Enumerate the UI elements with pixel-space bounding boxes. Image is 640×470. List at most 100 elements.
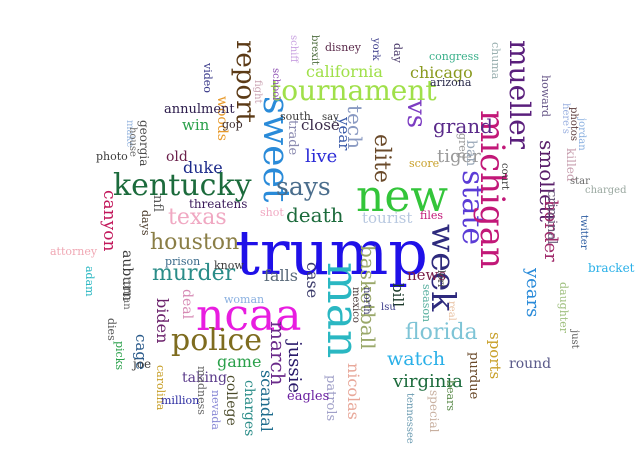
word-just: just [569, 330, 580, 349]
word-mexico: mexico [350, 287, 361, 323]
word-tournament: tournament [270, 74, 437, 107]
word-know: know [214, 259, 244, 272]
word-bears: bears [444, 380, 457, 412]
word-case: case [303, 262, 322, 299]
word-falls: falls [264, 266, 298, 285]
word-score: score [409, 157, 440, 170]
word-trump: trump [235, 216, 428, 289]
word-special: special [427, 390, 441, 433]
word-murder: murder [152, 261, 236, 286]
word-florida: florida [405, 320, 478, 345]
word-brexit: brexit [309, 35, 320, 65]
word-charges: charges [241, 380, 257, 437]
word-trade: trade [285, 120, 300, 156]
word-court: court [499, 163, 510, 190]
word-georgia: georgia [137, 120, 151, 167]
word-watch: watch [387, 348, 446, 370]
word-california: california [306, 62, 383, 81]
word-nicolas: nicolas [344, 363, 363, 420]
word-roman: roman [121, 277, 132, 310]
word-photo: photo [96, 150, 128, 163]
word-dies: dies [105, 318, 118, 341]
word-shot: shot [260, 206, 284, 219]
word-news: news [407, 266, 447, 284]
word-kentucky: kentucky [113, 168, 252, 203]
word-win: win [182, 116, 210, 134]
word-daughter: daughter [557, 282, 570, 333]
word-fight: fight [252, 80, 263, 104]
word-joe: joe [133, 357, 152, 371]
word-close: close [301, 116, 340, 134]
word-deal: deal [179, 289, 195, 320]
word-virginia: virginia [393, 371, 463, 392]
word-texas: texas [168, 205, 227, 230]
word-elite: elite [369, 134, 394, 183]
word-tourist: tourist [362, 209, 413, 227]
word-duke: duke [183, 158, 223, 177]
word-days: days [139, 210, 152, 236]
word-vs: vs [401, 100, 431, 129]
word-biden: biden [153, 298, 172, 344]
word-video: video [201, 63, 214, 93]
word-season: season [420, 284, 433, 323]
word-charged: charged [585, 185, 627, 196]
word-twitter: twitter [578, 215, 589, 250]
word-real: real [446, 301, 457, 321]
word-photos: photos [568, 107, 579, 142]
word-congress: congress [429, 50, 479, 63]
word-scandal: scandal [257, 370, 276, 432]
word-greg: greg [456, 133, 469, 159]
word-million: million [161, 394, 200, 407]
word-purdue: purdue [466, 352, 481, 400]
word-woman: woman [224, 293, 265, 306]
word-nfl: nfl [150, 195, 165, 213]
word-chuma: chuma [489, 42, 502, 80]
word-college: college [223, 375, 239, 426]
word-police: police [171, 323, 263, 358]
word-eagles: eagles [287, 389, 330, 404]
word-disney: disney [325, 41, 362, 54]
word-taking: taking [182, 370, 227, 386]
word-game: game [217, 352, 262, 371]
word-sports: sports [486, 332, 504, 380]
word-canyon: canyon [99, 190, 119, 252]
word-says: says [276, 172, 331, 201]
word-lsu: lsu [381, 302, 396, 313]
word-north: north [361, 287, 372, 315]
word-criminal: criminal [544, 190, 559, 245]
word-picks: picks [113, 341, 126, 371]
word-prison: prison [165, 255, 201, 268]
word-south: south [280, 110, 311, 123]
word-round: round [509, 356, 552, 372]
word-mueller: mueller [503, 40, 536, 150]
word-arizona: arizona [430, 76, 472, 89]
word-say: say [322, 112, 339, 123]
word-howard: howard [539, 75, 552, 117]
word-attorney: attorney [50, 245, 98, 258]
word-madness: madness [195, 366, 208, 415]
word-chicago: chicago [410, 63, 473, 82]
word-star: star [570, 176, 590, 187]
word-files: files [420, 209, 444, 222]
word-day: day [391, 43, 404, 63]
word-schiff: schiff [288, 35, 299, 63]
word-annulment: annulment [164, 102, 235, 117]
word-grand: grand [433, 114, 493, 138]
word-york: york [370, 38, 381, 61]
word-old: old [166, 149, 188, 165]
word-bracket: bracket [588, 261, 635, 275]
word-threatens: threatens [189, 197, 248, 211]
word-ncaa: ncaa [196, 290, 302, 341]
word-adam: adam [83, 266, 96, 297]
word-nevada: nevada [209, 390, 222, 430]
word-school: school [270, 68, 281, 101]
word-house: house [127, 127, 138, 157]
word-death: death [286, 203, 344, 227]
word-tiger: tiger [437, 146, 481, 167]
word-gop: gop [222, 118, 243, 131]
word-live: live [305, 146, 338, 167]
word-years: years [522, 268, 543, 318]
word-lori: lori [435, 270, 446, 288]
word-new: new [356, 171, 449, 222]
